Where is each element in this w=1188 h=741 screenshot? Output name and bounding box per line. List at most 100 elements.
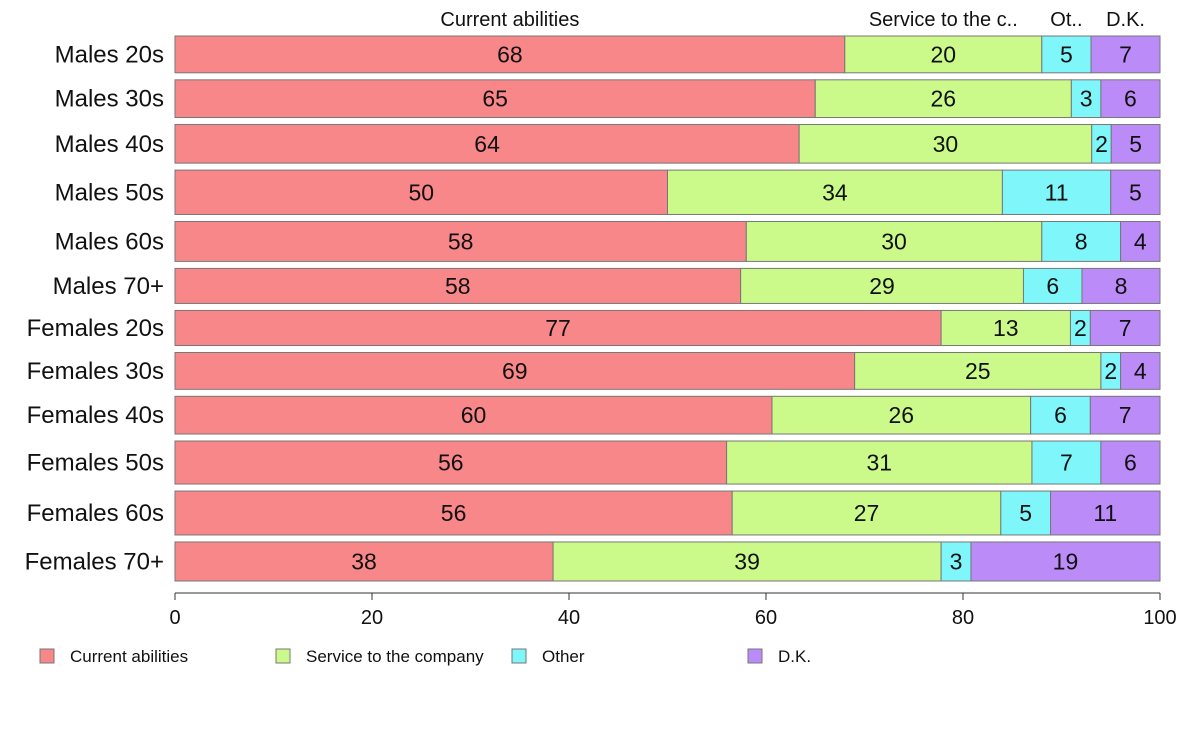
bar-segment <box>174 440 728 485</box>
data-label: 5 <box>1019 500 1032 526</box>
data-label: 3 <box>950 548 963 574</box>
data-label: 39 <box>734 548 760 574</box>
data-label: 8 <box>1115 273 1128 299</box>
bars: 68 20 5 765 26 3 664 30 2 550 34 11 558 30 8 458 29 6 877 1… <box>174 35 1161 582</box>
bar-segment <box>1100 440 1161 485</box>
bar-segment <box>1089 395 1161 435</box>
bar-segment <box>940 541 972 582</box>
category-label: Males 70+ <box>53 273 164 300</box>
bar-segment <box>1030 395 1091 435</box>
data-label: 26 <box>889 402 915 428</box>
bar-segment <box>798 124 1093 164</box>
data-label: 7 <box>1119 41 1132 67</box>
data-label: 7 <box>1119 315 1132 341</box>
bar-segment <box>1090 35 1161 74</box>
category-label: Females 20s <box>27 315 164 342</box>
bar-segment <box>1120 220 1161 262</box>
bar-segment <box>1000 490 1052 536</box>
legend-label: D.K. <box>778 647 811 666</box>
bar-segment <box>1041 220 1122 262</box>
legend-label: Other <box>542 647 585 666</box>
x-tick-label: 20 <box>361 607 383 629</box>
category-label: Females 50s <box>27 450 164 477</box>
data-label: 6 <box>1124 450 1137 476</box>
data-label: 20 <box>931 41 957 67</box>
category-label: Males 40s <box>55 131 164 158</box>
bar-segment <box>970 541 1161 582</box>
data-label: 2 <box>1104 358 1117 384</box>
data-label: 69 <box>502 358 528 384</box>
data-label: 60 <box>461 402 487 428</box>
bar-segment <box>726 440 1033 485</box>
data-label: 31 <box>866 450 892 476</box>
series-header: Service to the c.. <box>869 9 1018 31</box>
bar-segment <box>174 124 800 164</box>
series-header: D.K. <box>1106 9 1145 31</box>
x-tick-label: 100 <box>1143 607 1176 629</box>
data-label: 7 <box>1119 402 1132 428</box>
bar-segment <box>1100 79 1161 119</box>
data-label: 6 <box>1124 86 1137 112</box>
bar-segment <box>1110 124 1161 164</box>
category-label: Males 20s <box>55 41 164 68</box>
bar-segment <box>174 79 816 119</box>
bar-segment <box>854 351 1102 390</box>
data-label: 6 <box>1054 402 1067 428</box>
data-label: 5 <box>1129 131 1142 157</box>
data-label: 2 <box>1095 131 1108 157</box>
bar-segment <box>174 541 554 582</box>
data-label: 25 <box>965 358 991 384</box>
bar-segment <box>174 395 773 435</box>
data-label: 2 <box>1074 315 1087 341</box>
bar-segment <box>1001 169 1112 215</box>
data-label: 65 <box>482 86 508 112</box>
x-axis: 0 20 40 60 80 100 <box>169 592 1177 629</box>
bar-segment <box>814 79 1072 119</box>
bar-segment <box>667 169 1003 215</box>
bar-segment <box>740 267 1024 304</box>
x-tick-label: 80 <box>952 607 974 629</box>
x-tick-label: 60 <box>755 607 777 629</box>
bar-segment <box>174 220 747 262</box>
data-label: 4 <box>1134 358 1147 384</box>
data-label: 34 <box>822 179 848 205</box>
data-label: 56 <box>438 450 464 476</box>
data-label: 30 <box>933 131 959 157</box>
bar-segment <box>174 35 846 74</box>
bar-segment <box>1089 309 1161 346</box>
bar-segment <box>552 541 942 582</box>
category-label: Females 60s <box>27 500 164 527</box>
legend-swatch <box>747 648 763 664</box>
data-label: 5 <box>1060 41 1073 67</box>
data-label: 30 <box>881 228 907 254</box>
data-label: 68 <box>497 41 523 67</box>
data-label: 50 <box>408 179 434 205</box>
data-label: 64 <box>474 131 500 157</box>
data-label: 13 <box>993 315 1019 341</box>
bar-segment <box>174 169 668 215</box>
data-label: 11 <box>1045 179 1069 205</box>
data-label: 27 <box>854 500 880 526</box>
data-label: 56 <box>441 500 467 526</box>
data-label: 58 <box>448 228 474 254</box>
data-label: 29 <box>869 273 895 299</box>
x-tick-label: 0 <box>169 607 180 629</box>
data-label: 5 <box>1129 179 1142 205</box>
bar-segment <box>771 395 1032 435</box>
bar-segment <box>940 309 1071 346</box>
data-label: 4 <box>1134 228 1147 254</box>
bar-segment <box>174 351 856 390</box>
series-headers: Current abilities Service to the c.. Ot.. D… <box>440 9 1145 31</box>
bar-segment <box>1031 440 1102 485</box>
data-label: 26 <box>931 86 957 112</box>
bar-segment <box>1041 35 1092 74</box>
data-label: 11 <box>1093 500 1117 526</box>
category-labels: Males 20s Males 30s Males 40s Males 50s Male… <box>25 41 164 575</box>
data-label: 3 <box>1080 86 1093 112</box>
category-label: Males 50s <box>55 179 164 206</box>
bar-segment <box>174 490 733 536</box>
category-label: Females 30s <box>27 358 164 385</box>
bar-segment <box>174 267 742 304</box>
